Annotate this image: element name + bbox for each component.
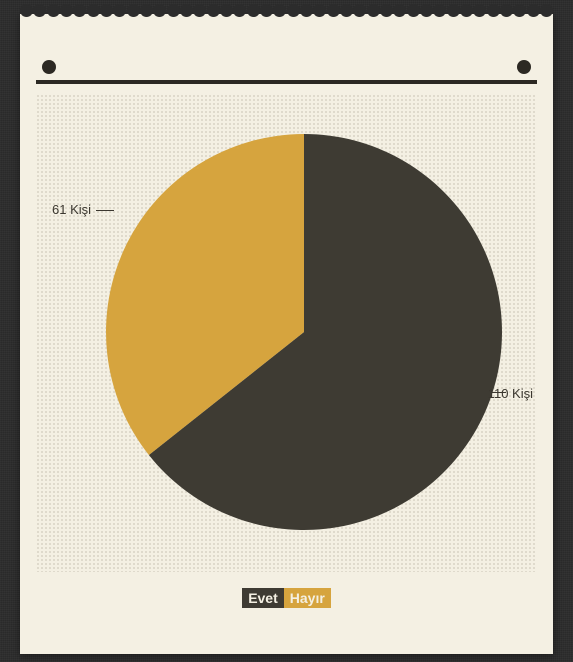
horizontal-rule (36, 80, 537, 84)
callout-hayir: 61 Kişi (52, 202, 91, 217)
callout-evet-leader (492, 392, 506, 393)
chart-panel: 110 Kişi 61 Kişi (36, 94, 537, 572)
outer-background: 110 Kişi 61 Kişi EvetHayır (0, 0, 573, 662)
scallop-edge (20, 10, 553, 18)
legend-item-hayir[interactable]: Hayır (284, 588, 331, 608)
callout-hayir-text: 61 Kişi (52, 202, 91, 217)
callout-evet: 110 Kişi (488, 386, 533, 401)
callout-evet-text: 110 Kişi (488, 386, 533, 401)
legend: EvetHayır (20, 588, 553, 608)
punch-hole-left (42, 60, 56, 74)
paper-card: 110 Kişi 61 Kişi EvetHayır (20, 14, 553, 654)
callout-hayir-leader (96, 210, 114, 211)
legend-item-evet[interactable]: Evet (242, 588, 284, 608)
punch-hole-right (517, 60, 531, 74)
pie-chart: 110 Kişi 61 Kişi (36, 94, 537, 572)
pie-svg (102, 130, 506, 534)
